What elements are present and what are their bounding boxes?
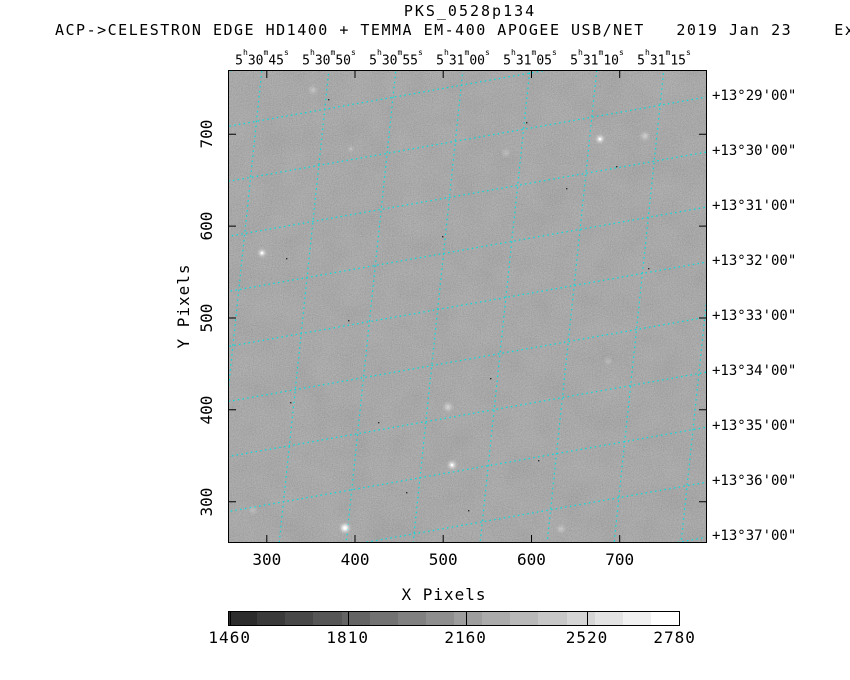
dec-tick-label: +13°29'00" [712, 88, 797, 104]
stars-layer [250, 86, 649, 532]
colorbar-step [622, 612, 651, 625]
colorbar-value-label: 2780 [653, 628, 696, 647]
dec-tick-label: +13°34'00" [712, 363, 797, 379]
x-tick-label: 700 [605, 550, 635, 569]
figure-subtitle: ACP->CELESTRON EDGE HD1400 + TEMMA EM-40… [55, 21, 850, 39]
colorbar [228, 611, 680, 626]
colorbar-step [650, 612, 679, 625]
sky-image [228, 70, 707, 543]
colorbar-value-label: 1460 [208, 628, 251, 647]
colorbar-value-label: 2160 [444, 628, 487, 647]
colorbar-step [229, 612, 258, 625]
ra-tick-label: 5h31m10s [570, 48, 624, 69]
colorbar-step [369, 612, 398, 625]
dark-pixels-layer [286, 99, 650, 512]
dec-tick-label: +13°33'00" [712, 308, 797, 324]
colorbar-step [313, 612, 342, 625]
colorbar-value-label: 1810 [326, 628, 369, 647]
x-axis-title: X Pixels [401, 585, 487, 604]
colorbar-step [454, 612, 483, 625]
colorbar-step [538, 612, 567, 625]
dec-tick-label: +13°30'00" [712, 143, 797, 159]
dec-tick-label: +13°31'00" [712, 198, 797, 214]
ra-tick-label: 5h30m50s [302, 48, 356, 69]
ra-tick-label: 5h30m55s [369, 48, 423, 69]
dec-tick-label: +13°35'00" [712, 418, 797, 434]
y-tick-label: 500 [197, 303, 217, 333]
y-axis-title: Y Pixels [174, 263, 194, 349]
colorbar-value-label: 2520 [565, 628, 609, 647]
ra-tick-label: 5h31m00s [436, 48, 490, 69]
ra-tick-label: 5h31m15s [637, 48, 691, 69]
colorbar-tick [347, 611, 349, 625]
image-mottle [228, 70, 707, 543]
colorbar-tick [229, 611, 231, 625]
y-tick-label: 400 [197, 395, 217, 425]
axis-ticks [228, 70, 707, 543]
colorbar-step [257, 612, 286, 625]
y-tick-label: 600 [197, 211, 217, 241]
dec-tick-label: +13°32'00" [712, 253, 797, 269]
colorbar-tick [465, 611, 467, 625]
colorbar-step [285, 612, 314, 625]
colorbar-step [341, 612, 370, 625]
x-tick-label: 400 [340, 550, 370, 569]
y-tick-label: 300 [197, 487, 217, 517]
colorbar-step [594, 612, 623, 625]
ra-tick-label: 5h31m05s [503, 48, 557, 69]
plot-border [228, 70, 707, 543]
colorbar-step [397, 612, 426, 625]
x-tick-label: 300 [252, 550, 282, 569]
colorbar-step [566, 612, 595, 625]
colorbar-step [425, 612, 454, 625]
colorbar-tick [587, 611, 588, 625]
figure-title: PKS_0528p134 [403, 2, 537, 20]
x-tick-label: 600 [517, 550, 546, 569]
dec-tick-label: +13°37'00" [712, 528, 797, 544]
y-tick-label: 700 [197, 119, 217, 149]
dec-tick-label: +13°36'00" [712, 473, 797, 489]
x-tick-label: 500 [428, 550, 458, 569]
colorbar-step [510, 612, 539, 625]
ra-tick-label: 5h30m45s [235, 48, 289, 69]
colorbar-step [482, 612, 511, 625]
image-plot [228, 70, 707, 543]
